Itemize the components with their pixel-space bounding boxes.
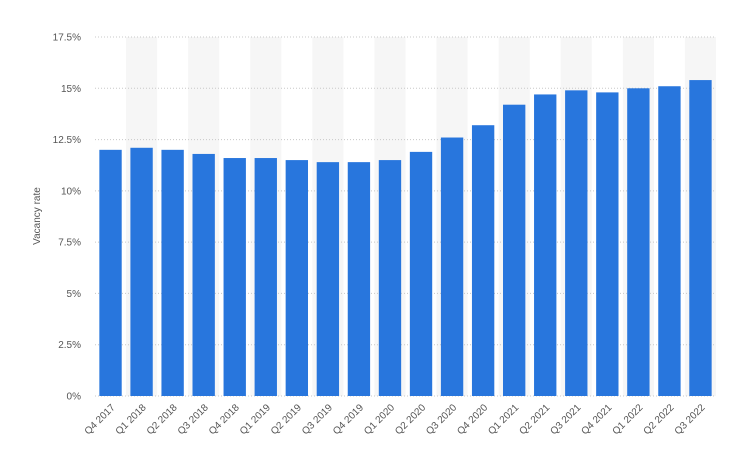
x-tick-label: Q2 2020 xyxy=(393,402,428,437)
x-tick-label: Q4 2020 xyxy=(455,402,490,437)
y-axis-label: Vacancy rate xyxy=(32,187,43,245)
x-tick-label: Q1 2019 xyxy=(238,402,273,437)
x-tick-label: Q3 2021 xyxy=(548,402,583,437)
bar xyxy=(378,160,402,396)
y-tick-label: 7.5% xyxy=(58,238,81,249)
bar xyxy=(347,162,371,396)
bar xyxy=(689,80,712,396)
y-tick-label: 15% xyxy=(61,84,81,95)
x-tick-label: Q2 2019 xyxy=(269,402,304,437)
x-tick-label: Q3 2019 xyxy=(300,402,335,437)
x-tick-label: Q4 2017 xyxy=(83,402,118,437)
x-tick-label: Q1 2022 xyxy=(611,402,646,437)
bar xyxy=(192,153,215,396)
bar xyxy=(596,92,619,396)
y-tick-label: 12.5% xyxy=(53,135,81,146)
bar xyxy=(565,90,588,396)
x-tick-label: Q4 2019 xyxy=(331,402,366,437)
bar xyxy=(440,137,464,396)
y-tick-label: 10% xyxy=(61,186,81,197)
bar xyxy=(223,158,246,396)
y-tick-label: 5% xyxy=(67,289,82,300)
y-tick-label: 0% xyxy=(67,392,82,403)
y-tick-label: 2.5% xyxy=(58,340,81,351)
x-tick-label: Q1 2021 xyxy=(486,402,521,437)
bar xyxy=(502,104,526,396)
bar xyxy=(658,86,681,396)
x-tick-label: Q2 2022 xyxy=(642,402,677,437)
bar xyxy=(99,149,122,396)
bar xyxy=(534,94,557,396)
bar xyxy=(409,151,433,396)
x-tick-label: Q2 2021 xyxy=(517,402,552,437)
x-tick-label: Q3 2020 xyxy=(424,402,459,437)
bar xyxy=(161,149,184,396)
bar xyxy=(627,88,650,397)
x-tick-label: Q3 2018 xyxy=(176,402,211,437)
x-tick-label: Q2 2018 xyxy=(145,402,180,437)
bar xyxy=(285,160,309,396)
x-tick-label: Q4 2018 xyxy=(207,402,242,437)
x-tick-label: Q1 2020 xyxy=(362,402,397,437)
bar xyxy=(471,125,495,396)
bar xyxy=(254,158,277,396)
x-tick-label: Q3 2022 xyxy=(673,402,708,437)
x-tick-label: Q1 2018 xyxy=(114,402,149,437)
bar xyxy=(130,147,153,396)
x-tick-label: Q4 2021 xyxy=(580,402,615,437)
bar xyxy=(316,162,340,396)
y-tick-label: 17.5% xyxy=(53,33,81,44)
